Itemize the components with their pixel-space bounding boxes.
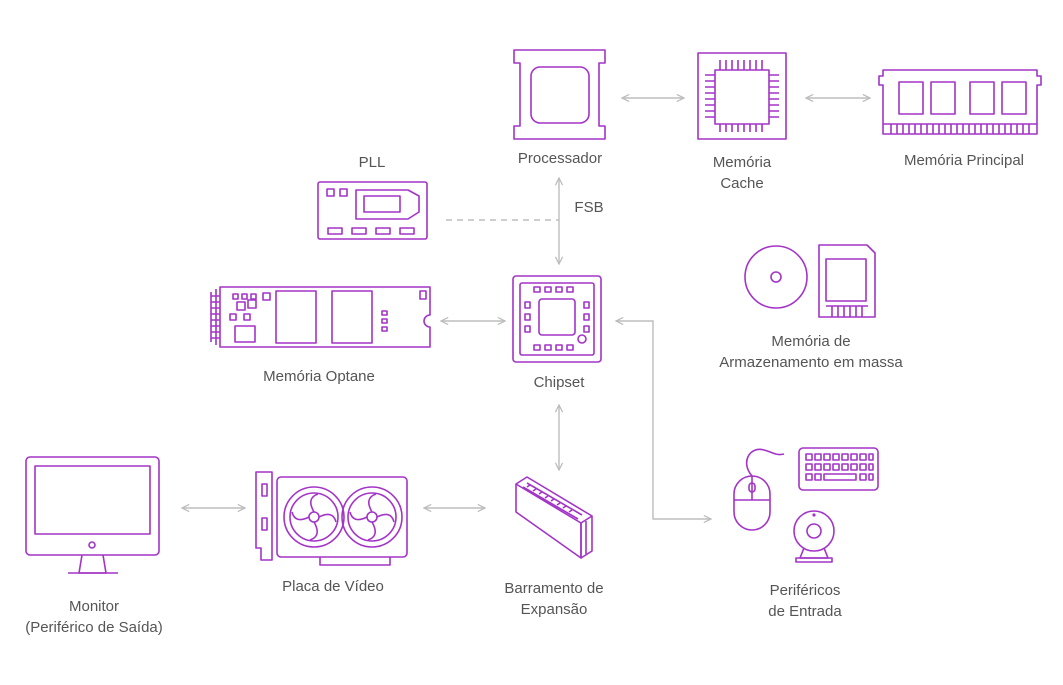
mass-storage-label-line2: Armazenamento em massa	[719, 354, 903, 371]
cache-label-line2: Cache	[720, 175, 764, 192]
pll-board-icon	[317, 181, 428, 240]
chipset-label: Chipset	[533, 374, 585, 391]
optane-module-icon	[210, 286, 431, 348]
pll-label: PLL	[358, 154, 386, 171]
main-memory-label: Memória Principal	[903, 152, 1025, 169]
expansion-slot-icon	[515, 476, 593, 559]
fsb-label: FSB	[574, 199, 604, 216]
expansion-bus-label-line2: Expansão	[520, 601, 588, 618]
optane-label: Memória Optane	[263, 368, 375, 385]
cpu-icon	[513, 49, 606, 140]
monitor-icon	[25, 456, 160, 574]
mouse-icon	[733, 448, 785, 531]
cache-label-line1: Memória	[712, 154, 772, 171]
processor-label: Processador	[517, 150, 603, 167]
gpu-label: Placa de Vídeo	[282, 578, 384, 595]
ram-module-icon	[878, 69, 1042, 135]
cache-chip-icon	[697, 52, 787, 140]
input-peripherals-label-line1: Periféricos	[769, 582, 841, 599]
sd-card-icon	[818, 244, 876, 318]
connectors	[182, 98, 870, 519]
chipset-input-arrow	[616, 321, 711, 519]
input-peripherals-label-line2: de Entrada	[768, 603, 842, 620]
expansion-bus-label-line1: Barramento de	[504, 580, 604, 597]
gpu-icon	[255, 471, 408, 566]
chipset-icon	[512, 275, 602, 363]
webcam-icon	[793, 510, 835, 563]
monitor-label-line1: Monitor	[68, 598, 120, 615]
mass-storage-label-line1: Memória de	[771, 333, 851, 350]
disc-icon	[744, 245, 808, 309]
monitor-label-line2: (Periférico de Saída)	[25, 619, 163, 636]
keyboard-icon	[798, 447, 879, 491]
